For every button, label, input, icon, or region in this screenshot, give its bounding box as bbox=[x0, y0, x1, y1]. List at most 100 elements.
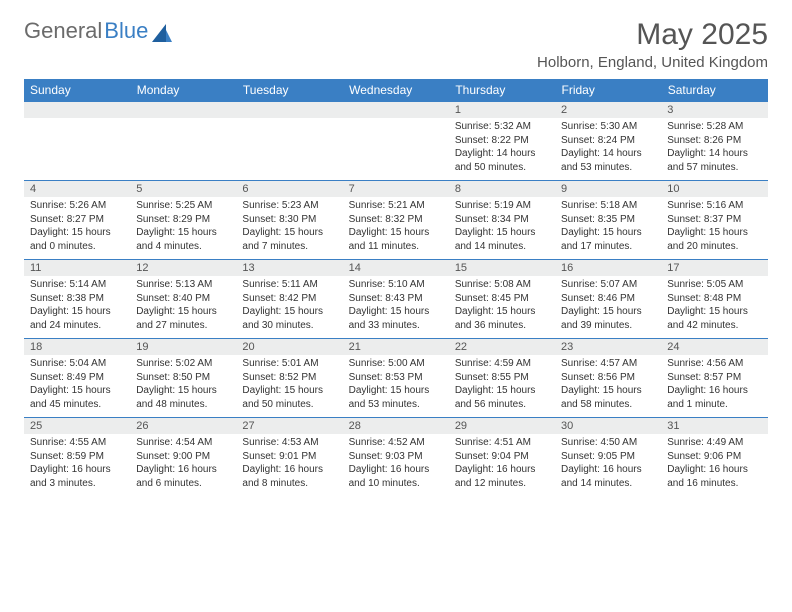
day-number-row: 25262728293031 bbox=[24, 418, 768, 435]
day-detail-line: Sunrise: 4:50 AM bbox=[561, 436, 655, 450]
day-detail-line: Daylight: 15 hours bbox=[242, 226, 336, 240]
day-detail-line: Sunrise: 5:05 AM bbox=[667, 278, 761, 292]
day-number-cell: 6 bbox=[236, 181, 342, 198]
day-number-cell: 23 bbox=[555, 339, 661, 356]
day-detail-line: Sunrise: 5:02 AM bbox=[136, 357, 230, 371]
day-data-cell: Sunrise: 5:32 AMSunset: 8:22 PMDaylight:… bbox=[449, 118, 555, 181]
day-number-cell: 9 bbox=[555, 181, 661, 198]
day-data-row: Sunrise: 4:55 AMSunset: 8:59 PMDaylight:… bbox=[24, 434, 768, 496]
day-data-cell: Sunrise: 5:02 AMSunset: 8:50 PMDaylight:… bbox=[130, 355, 236, 418]
day-data-row: Sunrise: 5:14 AMSunset: 8:38 PMDaylight:… bbox=[24, 276, 768, 339]
day-detail-line: Sunset: 9:03 PM bbox=[349, 450, 443, 464]
day-detail-line: and 33 minutes. bbox=[349, 319, 443, 333]
day-detail-line: Daylight: 16 hours bbox=[667, 463, 761, 477]
day-detail-line: Sunrise: 4:55 AM bbox=[30, 436, 124, 450]
day-detail-line: Daylight: 16 hours bbox=[242, 463, 336, 477]
day-data-cell: Sunrise: 5:19 AMSunset: 8:34 PMDaylight:… bbox=[449, 197, 555, 260]
day-detail-line: Daylight: 16 hours bbox=[561, 463, 655, 477]
day-data-cell: Sunrise: 4:54 AMSunset: 9:00 PMDaylight:… bbox=[130, 434, 236, 496]
day-detail-line: Sunset: 8:29 PM bbox=[136, 213, 230, 227]
day-detail-line: Sunrise: 5:10 AM bbox=[349, 278, 443, 292]
day-data-cell: Sunrise: 5:08 AMSunset: 8:45 PMDaylight:… bbox=[449, 276, 555, 339]
day-detail-line: Daylight: 15 hours bbox=[455, 384, 549, 398]
day-detail-line: Sunset: 8:35 PM bbox=[561, 213, 655, 227]
day-number-cell bbox=[343, 102, 449, 119]
location: Holborn, England, United Kingdom bbox=[537, 54, 768, 71]
day-detail-line: Sunset: 8:55 PM bbox=[455, 371, 549, 385]
day-detail-line: Daylight: 15 hours bbox=[30, 384, 124, 398]
day-detail-line: and 3 minutes. bbox=[30, 477, 124, 491]
day-number-cell: 18 bbox=[24, 339, 130, 356]
day-number-cell: 8 bbox=[449, 181, 555, 198]
day-number-cell: 31 bbox=[661, 418, 767, 435]
day-detail-line: Sunrise: 5:01 AM bbox=[242, 357, 336, 371]
day-detail-line: Sunrise: 5:25 AM bbox=[136, 199, 230, 213]
day-detail-line: and 0 minutes. bbox=[30, 240, 124, 254]
day-number-cell: 14 bbox=[343, 260, 449, 277]
day-detail-line: Daylight: 15 hours bbox=[561, 305, 655, 319]
day-detail-line: Daylight: 16 hours bbox=[455, 463, 549, 477]
weekday-header: Sunday bbox=[24, 79, 130, 102]
day-data-row: Sunrise: 5:04 AMSunset: 8:49 PMDaylight:… bbox=[24, 355, 768, 418]
day-detail-line: Daylight: 15 hours bbox=[561, 226, 655, 240]
day-detail-line: Sunset: 8:56 PM bbox=[561, 371, 655, 385]
day-detail-line: Sunrise: 5:21 AM bbox=[349, 199, 443, 213]
day-detail-line: and 56 minutes. bbox=[455, 398, 549, 412]
weekday-header: Thursday bbox=[449, 79, 555, 102]
day-detail-line: Daylight: 15 hours bbox=[136, 305, 230, 319]
day-detail-line: Daylight: 16 hours bbox=[30, 463, 124, 477]
day-detail-line: and 50 minutes. bbox=[455, 161, 549, 175]
day-number-row: 45678910 bbox=[24, 181, 768, 198]
day-detail-line: and 53 minutes. bbox=[349, 398, 443, 412]
day-detail-line: and 20 minutes. bbox=[667, 240, 761, 254]
day-detail-line: Daylight: 15 hours bbox=[136, 384, 230, 398]
day-detail-line: Sunset: 8:34 PM bbox=[455, 213, 549, 227]
day-number-row: 123 bbox=[24, 102, 768, 119]
day-number-cell: 10 bbox=[661, 181, 767, 198]
day-data-cell: Sunrise: 4:52 AMSunset: 9:03 PMDaylight:… bbox=[343, 434, 449, 496]
weekday-header: Monday bbox=[130, 79, 236, 102]
day-data-cell: Sunrise: 5:14 AMSunset: 8:38 PMDaylight:… bbox=[24, 276, 130, 339]
day-number-cell bbox=[24, 102, 130, 119]
day-detail-line: and 27 minutes. bbox=[136, 319, 230, 333]
calendar-table: SundayMondayTuesdayWednesdayThursdayFrid… bbox=[24, 79, 768, 496]
day-data-cell: Sunrise: 5:18 AMSunset: 8:35 PMDaylight:… bbox=[555, 197, 661, 260]
day-detail-line: Sunrise: 5:26 AM bbox=[30, 199, 124, 213]
day-number-cell: 4 bbox=[24, 181, 130, 198]
day-number-cell: 21 bbox=[343, 339, 449, 356]
day-detail-line: and 48 minutes. bbox=[136, 398, 230, 412]
day-number-cell: 16 bbox=[555, 260, 661, 277]
day-detail-line: and 45 minutes. bbox=[30, 398, 124, 412]
day-detail-line: Daylight: 15 hours bbox=[349, 226, 443, 240]
day-detail-line: Sunset: 8:53 PM bbox=[349, 371, 443, 385]
day-data-cell: Sunrise: 5:11 AMSunset: 8:42 PMDaylight:… bbox=[236, 276, 342, 339]
day-detail-line: Sunrise: 4:53 AM bbox=[242, 436, 336, 450]
day-detail-line: Daylight: 15 hours bbox=[349, 384, 443, 398]
weekday-header-row: SundayMondayTuesdayWednesdayThursdayFrid… bbox=[24, 79, 768, 102]
weekday-header: Saturday bbox=[661, 79, 767, 102]
day-detail-line: Sunset: 9:01 PM bbox=[242, 450, 336, 464]
day-detail-line: Daylight: 16 hours bbox=[136, 463, 230, 477]
day-detail-line: Sunrise: 5:13 AM bbox=[136, 278, 230, 292]
day-detail-line: Sunset: 8:46 PM bbox=[561, 292, 655, 306]
day-detail-line: Sunrise: 5:04 AM bbox=[30, 357, 124, 371]
day-data-cell: Sunrise: 5:04 AMSunset: 8:49 PMDaylight:… bbox=[24, 355, 130, 418]
day-detail-line: Sunset: 8:50 PM bbox=[136, 371, 230, 385]
day-detail-line: Daylight: 15 hours bbox=[30, 226, 124, 240]
day-number-cell bbox=[236, 102, 342, 119]
day-detail-line: Sunset: 9:04 PM bbox=[455, 450, 549, 464]
day-detail-line: and 16 minutes. bbox=[667, 477, 761, 491]
day-detail-line: Sunrise: 4:49 AM bbox=[667, 436, 761, 450]
day-detail-line: Sunrise: 5:30 AM bbox=[561, 120, 655, 134]
day-number-row: 18192021222324 bbox=[24, 339, 768, 356]
day-detail-line: Sunset: 9:06 PM bbox=[667, 450, 761, 464]
day-detail-line: Daylight: 15 hours bbox=[136, 226, 230, 240]
day-detail-line: Sunset: 8:30 PM bbox=[242, 213, 336, 227]
day-detail-line: Sunrise: 5:19 AM bbox=[455, 199, 549, 213]
day-detail-line: Daylight: 16 hours bbox=[349, 463, 443, 477]
day-data-cell: Sunrise: 5:28 AMSunset: 8:26 PMDaylight:… bbox=[661, 118, 767, 181]
day-data-cell: Sunrise: 4:57 AMSunset: 8:56 PMDaylight:… bbox=[555, 355, 661, 418]
day-detail-line: Sunrise: 4:51 AM bbox=[455, 436, 549, 450]
day-detail-line: and 42 minutes. bbox=[667, 319, 761, 333]
day-data-cell: Sunrise: 5:07 AMSunset: 8:46 PMDaylight:… bbox=[555, 276, 661, 339]
